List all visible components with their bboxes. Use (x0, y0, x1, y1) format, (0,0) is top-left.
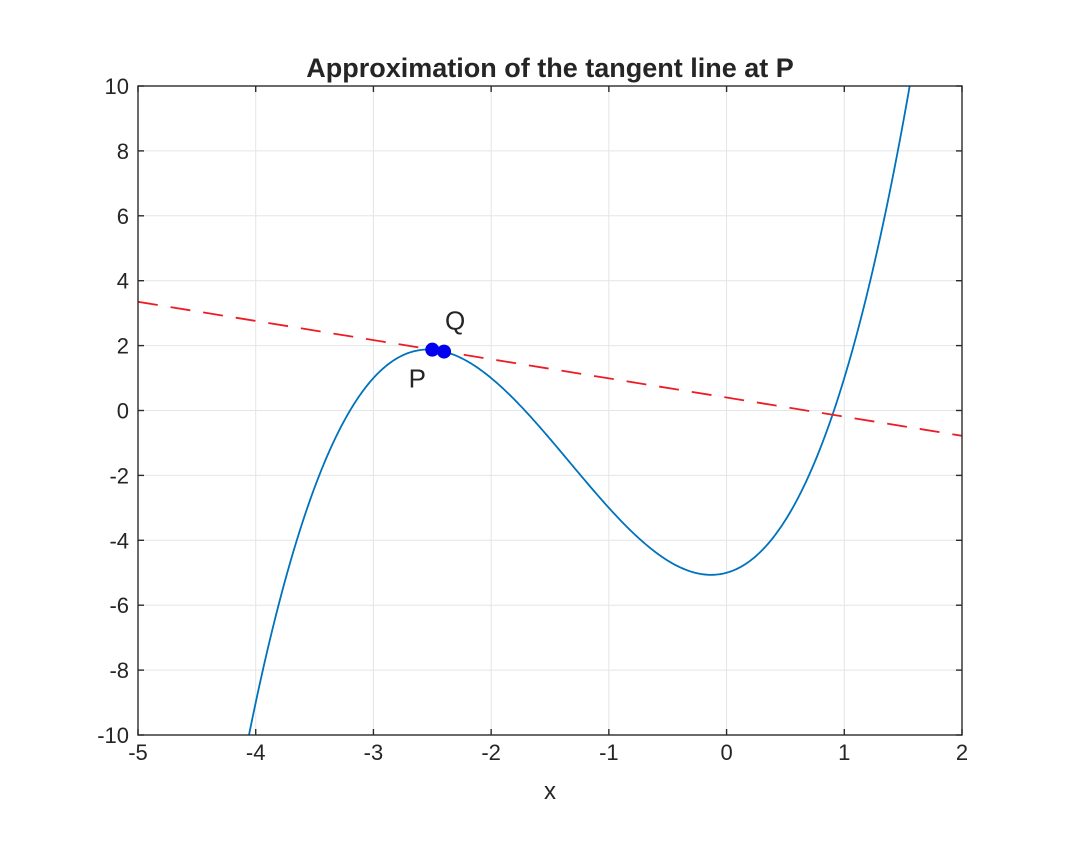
point-marker-p (425, 342, 440, 357)
point-markers (425, 342, 452, 359)
y-tick-label: -6 (109, 593, 129, 618)
point-label-p: P (409, 364, 426, 394)
chart-title: Approximation of the tangent line at P (306, 53, 794, 83)
y-tick-label: 6 (117, 204, 129, 229)
y-tick-label: -2 (109, 463, 129, 488)
point-marker-q (437, 344, 452, 359)
data-series (138, 86, 962, 735)
grid-lines (138, 86, 962, 735)
x-tick-label: -2 (481, 740, 501, 765)
x-tick-label: -4 (246, 740, 266, 765)
x-tick-label: -5 (128, 740, 148, 765)
y-tick-label: 8 (117, 139, 129, 164)
y-tick-label: 0 (117, 399, 129, 424)
axis-ticks (137, 85, 963, 736)
point-label-q: Q (445, 306, 465, 336)
x-tick-label: 0 (720, 740, 732, 765)
point-annotations: PQ (409, 306, 466, 394)
y-tick-label: -8 (109, 658, 129, 683)
x-tick-label: 1 (838, 740, 850, 765)
y-tick-label: 2 (117, 334, 129, 359)
y-tick-label: 4 (117, 269, 129, 294)
x-tick-label: -3 (364, 740, 384, 765)
x-axis-label: x (544, 778, 556, 805)
x-tick-label: 2 (956, 740, 968, 765)
x-tick-label: -1 (599, 740, 619, 765)
function-curve (248, 86, 911, 735)
y-tick-label: -4 (109, 528, 129, 553)
secant-line (138, 300, 962, 437)
y-tick-label: -10 (97, 723, 129, 748)
y-tick-label: 10 (105, 74, 129, 99)
